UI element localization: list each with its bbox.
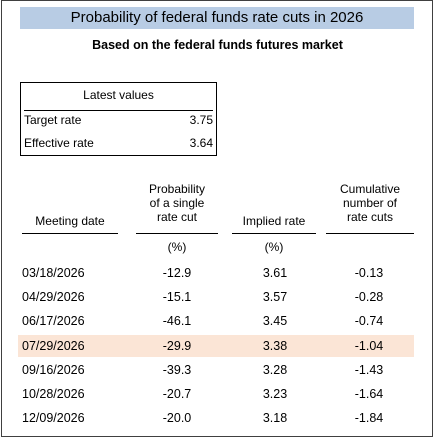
latest-values-box: Latest values Target rate 3.75 Effective… — [20, 82, 217, 156]
cumulative-cuts-cell: -1.84 — [354, 411, 384, 426]
implied-rate-cell: 3.18 — [262, 411, 288, 426]
effective-rate-value: 3.64 — [189, 136, 213, 150]
header-cumulative: Cumulative number of rate cuts — [326, 182, 414, 224]
meeting-date-cell: 07/29/2026 — [22, 338, 85, 353]
cumulative-cuts-cell: -1.64 — [354, 387, 384, 401]
header-line: rate cuts — [346, 210, 394, 224]
latest-values-row-effective: Effective rate 3.64 — [24, 134, 213, 152]
latest-values-heading: Latest values — [83, 88, 154, 102]
probability-cell: -15.1 — [162, 290, 192, 305]
meeting-date-cell: 04/29/2026 — [22, 290, 85, 305]
table-row: 03/18/2026 -12.9 3.61 -0.13 — [18, 262, 414, 284]
table-row: 06/17/2026 -46.1 3.45 -0.74 — [18, 310, 414, 332]
cumulative-cuts-cell: -0.74 — [354, 314, 384, 329]
table-row: 09/16/2026 -39.3 3.28 -1.43 — [18, 359, 414, 381]
implied-rate-cell: 3.57 — [262, 290, 288, 305]
header-underline — [232, 233, 316, 234]
unit-probability: (%) — [167, 240, 187, 254]
probability-cell: -20.0 — [162, 411, 192, 426]
table-row: 12/09/2026 -20.0 3.18 -1.84 — [18, 407, 414, 429]
header-underline — [136, 233, 218, 234]
unit-implied-rate: (%) — [264, 240, 284, 254]
meeting-date-cell: 12/09/2026 — [22, 411, 85, 426]
meeting-date-cell: 03/18/2026 — [22, 266, 85, 280]
header-underline — [22, 233, 118, 234]
table-row: 07/29/2026 -29.9 3.38 -1.04 — [18, 334, 414, 357]
implied-rate-cell: 3.28 — [262, 362, 288, 377]
target-rate-value: 3.75 — [189, 113, 213, 127]
table-row: 04/29/2026 -15.1 3.57 -0.28 — [18, 286, 414, 308]
header-line: Cumulative — [339, 182, 401, 196]
meeting-date-cell: 10/28/2026 — [22, 387, 85, 401]
cumulative-cuts-cell: -0.13 — [354, 266, 384, 280]
header-line: rate cut — [156, 210, 198, 224]
effective-rate-label: Effective rate — [24, 136, 94, 150]
implied-rate-cell: 3.45 — [262, 314, 288, 329]
probability-cell: -20.7 — [162, 387, 192, 401]
probability-cell: -29.9 — [162, 338, 192, 353]
header-line: number of — [342, 196, 398, 210]
chart-subtitle: Based on the federal funds futures marke… — [92, 38, 343, 52]
header-probability: Probability of a single rate cut — [136, 182, 218, 224]
meeting-date-cell: 06/17/2026 — [22, 314, 85, 329]
header-implied-rate: Implied rate — [232, 214, 316, 228]
cumulative-cuts-cell: -1.04 — [354, 338, 384, 353]
header-meeting-date: Meeting date — [22, 214, 118, 228]
latest-values-row-target: Target rate 3.75 — [24, 110, 213, 129]
header-line: Implied rate — [242, 214, 306, 228]
header-underline — [326, 233, 414, 234]
implied-rate-cell: 3.23 — [262, 387, 288, 401]
header-line: Meeting date — [35, 214, 105, 228]
header-line: of a single — [149, 196, 205, 210]
table-row: 10/28/2026 -20.7 3.23 -1.64 — [18, 383, 414, 405]
probability-cell: -46.1 — [162, 314, 192, 329]
implied-rate-cell: 3.61 — [262, 266, 288, 280]
target-rate-label: Target rate — [24, 113, 82, 127]
probability-cell: -12.9 — [162, 266, 192, 280]
meeting-date-cell: 09/16/2026 — [22, 362, 85, 377]
header-line: Probability — [148, 182, 206, 196]
cumulative-cuts-cell: -0.28 — [354, 290, 384, 305]
chart-title: Probability of federal funds rate cuts i… — [20, 7, 414, 29]
probability-cell: -39.3 — [162, 362, 192, 377]
implied-rate-cell: 3.38 — [262, 338, 288, 353]
cumulative-cuts-cell: -1.43 — [354, 362, 384, 377]
